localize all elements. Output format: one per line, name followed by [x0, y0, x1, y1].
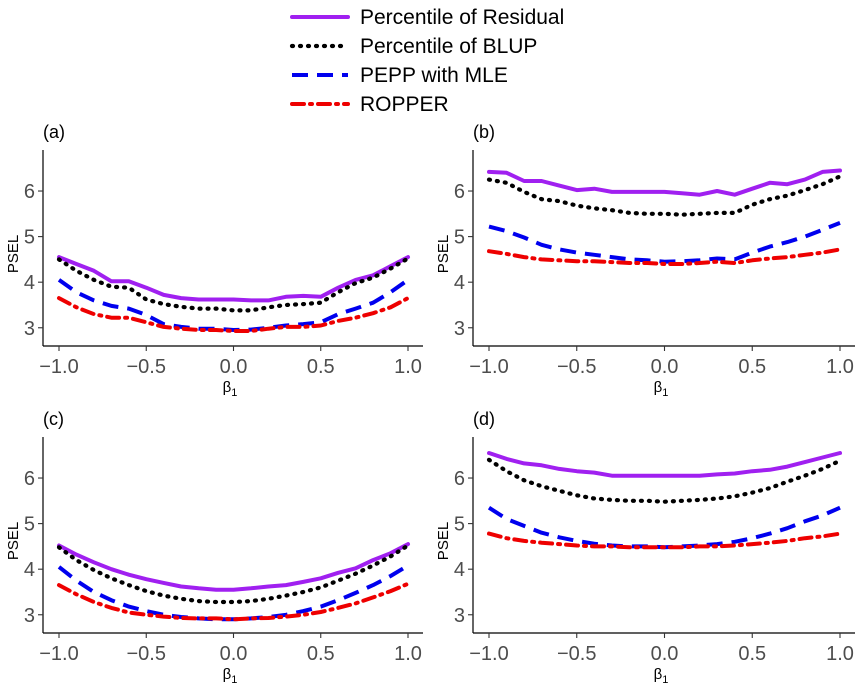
y-axis-title: PSEL — [5, 522, 22, 560]
x-tick-label: −1.0 — [469, 643, 508, 665]
y-tick-label: 5 — [454, 227, 465, 249]
chart-panel-c: (c) 3 4 5 6 −1.0 −0.5 0.0 0.5 1.0 β1 PSEL — [5, 409, 423, 686]
series-line-ropper — [57, 581, 410, 622]
y-tick-label: 4 — [24, 272, 35, 294]
x-axis-title-symbol: β — [654, 666, 663, 683]
series-line-residual — [487, 168, 842, 197]
x-tick-label: −1.0 — [39, 356, 78, 378]
x-axis-title-symbol: β — [223, 379, 232, 396]
x-axis-title: β1 — [223, 379, 238, 399]
legend: Percentile of Residual Percentile of BLUP… — [289, 6, 564, 116]
x-tick-label: 1.0 — [394, 356, 422, 378]
series-line-ropper — [57, 296, 410, 333]
x-tick-label: −1.0 — [469, 356, 508, 378]
legend-label-pepp: PEPP with MLE — [360, 64, 508, 87]
x-tick-label: −0.5 — [127, 356, 166, 378]
x-tick-label: 0.0 — [651, 643, 679, 665]
x-axis-title-symbol: β — [223, 666, 232, 683]
y-axis-title: PSEL — [435, 522, 452, 560]
y-tick-label: 4 — [454, 559, 465, 581]
chart-panel-d: (d) 3 4 5 6 −1.0 −0.5 0.0 0.5 1.0 β1 PSEL — [435, 409, 855, 686]
x-tick-label: 0.0 — [220, 356, 248, 378]
series-line-blup — [56, 543, 411, 605]
x-axis-title: β1 — [654, 666, 669, 686]
y-tick-label: 6 — [24, 468, 35, 490]
x-tick-label: −0.5 — [557, 643, 596, 665]
y-tick-label: 3 — [24, 318, 35, 340]
x-axis-title-subscript: 1 — [231, 674, 237, 686]
y-axis-title: PSEL — [5, 235, 22, 273]
y-axis-title: PSEL — [435, 235, 452, 273]
x-tick-label: 0.0 — [220, 643, 248, 665]
x-tick-label: 1.0 — [826, 356, 854, 378]
legend-label-residual: Percentile of Residual — [360, 6, 564, 29]
y-tick-label: 5 — [454, 514, 465, 536]
chart-panel-b: (b) 3 4 5 6 −1.0 −0.5 0.0 0.5 1.0 β1 PSEL — [435, 122, 855, 399]
y-tick-label: 4 — [24, 559, 35, 581]
x-tick-label: 0.5 — [738, 356, 766, 378]
legend-label-ropper: ROPPER — [360, 93, 449, 116]
panel-label: (c) — [43, 409, 64, 429]
series-line-pepp — [488, 221, 841, 264]
panel-label: (a) — [43, 122, 65, 142]
panel-label: (b) — [473, 122, 495, 142]
x-tick-label: 1.0 — [826, 643, 854, 665]
series-line-pepp — [57, 278, 410, 332]
x-tick-label: 0.5 — [307, 356, 335, 378]
y-tick-label: 3 — [454, 318, 465, 340]
y-tick-label: 4 — [454, 272, 465, 294]
x-axis-title: β1 — [654, 379, 669, 399]
x-tick-label: 0.5 — [307, 643, 335, 665]
series-line-ropper — [487, 531, 842, 550]
y-tick-label: 5 — [24, 227, 35, 249]
y-tick-label: 6 — [454, 181, 465, 203]
y-tick-label: 6 — [454, 468, 465, 490]
legend-label-blup: Percentile of BLUP — [360, 35, 537, 58]
panel-label: (d) — [473, 409, 495, 429]
x-tick-label: 1.0 — [394, 643, 422, 665]
x-tick-label: 0.0 — [651, 356, 679, 378]
y-tick-label: 3 — [454, 605, 465, 627]
x-tick-label: −1.0 — [39, 643, 78, 665]
series-line-ropper — [487, 247, 842, 266]
y-tick-label: 5 — [24, 514, 35, 536]
x-tick-label: 0.5 — [738, 643, 766, 665]
series-line-blup — [486, 174, 843, 217]
x-axis-title-symbol: β — [654, 379, 663, 396]
x-axis-title-subscript: 1 — [662, 387, 668, 399]
x-tick-label: −0.5 — [127, 643, 166, 665]
series-line-blup — [486, 457, 843, 504]
x-axis-title-subscript: 1 — [662, 674, 668, 686]
x-axis-title-subscript: 1 — [231, 387, 237, 399]
series-line-residual — [57, 542, 410, 592]
chart-panel-a: (a) 3 4 5 6 −1.0 −0.5 0.0 0.5 1.0 β1 PSEL — [5, 122, 423, 399]
y-tick-label: 3 — [24, 605, 35, 627]
series-line-residual — [487, 451, 842, 478]
series-line-residual — [57, 255, 410, 303]
y-tick-label: 6 — [24, 181, 35, 203]
series-line-blup — [56, 256, 411, 313]
x-tick-label: −0.5 — [557, 356, 596, 378]
x-axis-title: β1 — [223, 666, 238, 686]
